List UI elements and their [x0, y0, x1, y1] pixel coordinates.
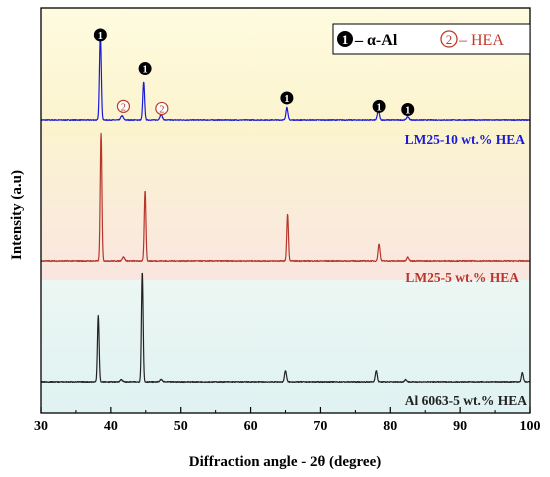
xrd-trace-2 [40, 132, 531, 263]
legend-entry-1: 1 – α-Al [337, 31, 398, 49]
x-tick-label: 80 [383, 419, 397, 434]
legend-box [332, 23, 531, 55]
alpha-al-marker-circle [372, 99, 386, 113]
alpha-al-peak-marker-7: 1 [401, 103, 415, 117]
x-axis-label: Diffraction angle - 2θ (degree) [189, 454, 382, 470]
legend-marker-number: 1 [342, 32, 349, 47]
alpha-al-marker-circle [401, 103, 415, 116]
hea-marker-number: 2 [159, 104, 164, 115]
alpha-al-marker-number: 1 [98, 31, 103, 42]
x-tick-label: 100 [520, 419, 541, 434]
alpha-al-marker-circle [280, 91, 294, 105]
legend-marker-number: 2 [446, 32, 453, 47]
x-tick-label: 30 [34, 419, 48, 434]
x-tick-label: 50 [174, 419, 188, 434]
legend-entry-text: – α-Al [354, 32, 398, 49]
alpha-al-marker-number: 1 [142, 65, 147, 76]
hea-marker-number: 2 [121, 102, 126, 113]
alpha-al-marker-circle [93, 28, 107, 42]
series-label-1: LM25-10 wt.% HEA [405, 132, 526, 147]
hea-peak-marker-3: 2 [116, 99, 131, 113]
legend: 1 – α-Al 2 – HEA [332, 23, 531, 55]
alpha-al-peak-marker-2: 1 [138, 62, 152, 76]
series-label-2: LM25-5 wt.% HEA [405, 270, 519, 285]
legend-marker-alpha-al [337, 31, 353, 47]
hea-marker-circle [155, 101, 169, 116]
y-axis-label: Intensity (a.u) [9, 170, 25, 260]
x-tick-label: 40 [104, 419, 118, 434]
alpha-al-peak-marker-1: 1 [93, 28, 107, 42]
trace-band-3 [41, 280, 530, 413]
alpha-al-marker-number: 1 [284, 94, 289, 105]
legend-entry-2: 2 – HEA [440, 30, 504, 49]
x-tick-label: 60 [244, 419, 258, 434]
x-tick-label: 90 [453, 419, 467, 434]
x-tick-label: 70 [313, 419, 327, 434]
hea-peak-marker-4: 2 [155, 101, 169, 116]
alpha-al-peak-marker-5: 1 [280, 91, 294, 105]
alpha-al-marker-number: 1 [405, 106, 410, 117]
legend-entry-text: – HEA [458, 32, 504, 49]
legend-marker-hea [440, 30, 458, 48]
series-label-3: Al 6063-5 wt.% HEA [405, 393, 527, 408]
xrd-trace-3 [40, 272, 531, 384]
alpha-al-marker-circle [138, 62, 152, 76]
alpha-al-marker-number: 1 [376, 102, 381, 113]
xrd-trace-1 [40, 34, 531, 122]
hea-marker-circle [116, 99, 131, 113]
alpha-al-peak-marker-6: 1 [372, 99, 386, 113]
